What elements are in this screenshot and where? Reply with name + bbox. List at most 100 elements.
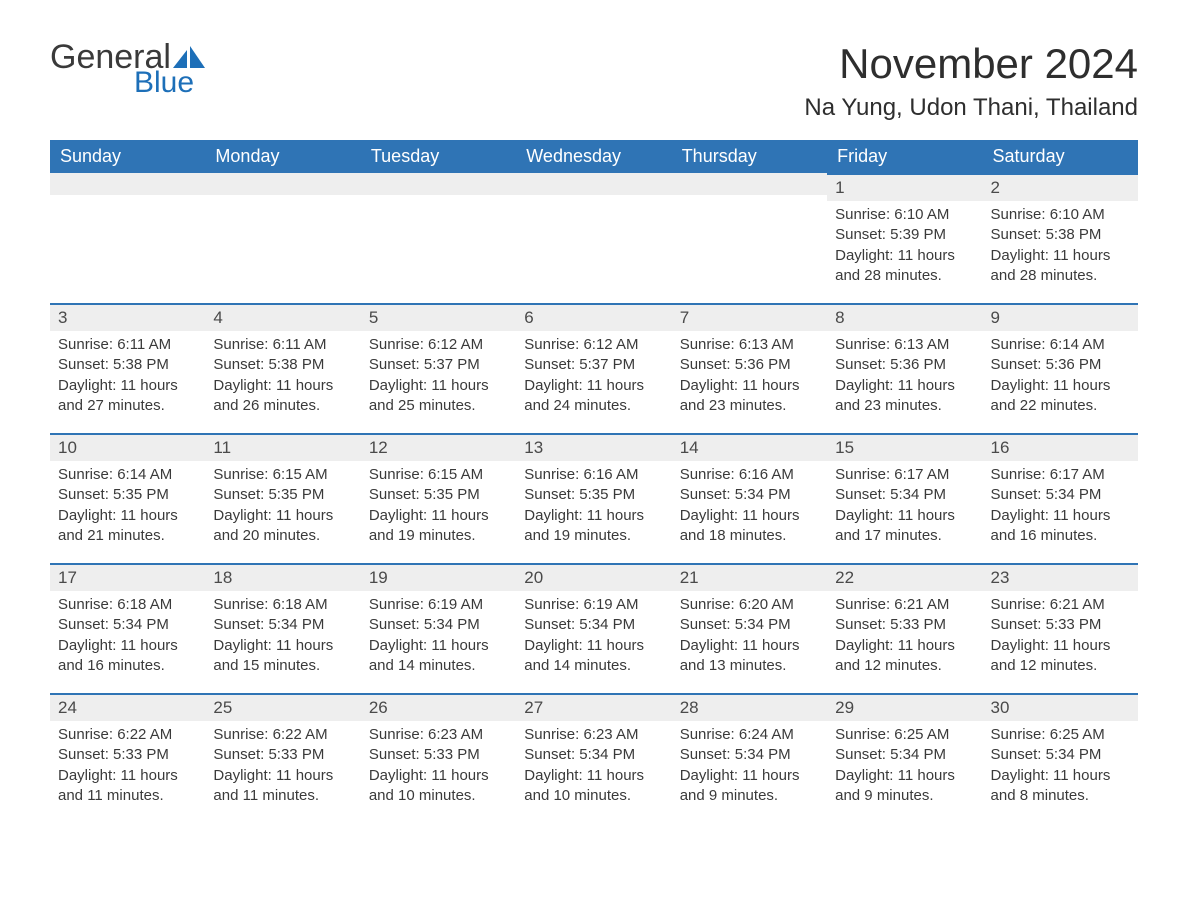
sunset-text: Sunset: 5:34 PM: [991, 485, 1130, 505]
daylight-text: Daylight: 11 hours and 8 minutes.: [991, 766, 1130, 807]
daylight-text: Daylight: 11 hours and 14 minutes.: [369, 636, 508, 677]
daylight-text: Daylight: 11 hours and 16 minutes.: [58, 636, 197, 677]
logo: General Blue: [50, 40, 205, 98]
day-details: Sunrise: 6:11 AMSunset: 5:38 PMDaylight:…: [50, 331, 205, 424]
daylight-text: Daylight: 11 hours and 12 minutes.: [991, 636, 1130, 677]
sunset-text: Sunset: 5:34 PM: [369, 615, 508, 635]
sunset-text: Sunset: 5:39 PM: [835, 225, 974, 245]
daylight-text: Daylight: 11 hours and 17 minutes.: [835, 506, 974, 547]
daylight-text: Daylight: 11 hours and 20 minutes.: [213, 506, 352, 547]
day-cell: 9Sunrise: 6:14 AMSunset: 5:36 PMDaylight…: [983, 303, 1138, 433]
day-cell: 3Sunrise: 6:11 AMSunset: 5:38 PMDaylight…: [50, 303, 205, 433]
day-number: 30: [983, 693, 1138, 721]
week-row: 17Sunrise: 6:18 AMSunset: 5:34 PMDayligh…: [50, 563, 1138, 693]
sunrise-text: Sunrise: 6:10 AM: [991, 205, 1130, 225]
sunset-text: Sunset: 5:33 PM: [213, 745, 352, 765]
calendar-table: SundayMondayTuesdayWednesdayThursdayFrid…: [50, 140, 1138, 823]
empty-day-bar: [516, 173, 671, 195]
sunset-text: Sunset: 5:37 PM: [369, 355, 508, 375]
day-details: Sunrise: 6:18 AMSunset: 5:34 PMDaylight:…: [205, 591, 360, 684]
sunrise-text: Sunrise: 6:12 AM: [369, 335, 508, 355]
sunrise-text: Sunrise: 6:18 AM: [58, 595, 197, 615]
header: General Blue November 2024 Na Yung, Udon…: [50, 40, 1138, 122]
day-details: Sunrise: 6:16 AMSunset: 5:35 PMDaylight:…: [516, 461, 671, 554]
day-cell: 23Sunrise: 6:21 AMSunset: 5:33 PMDayligh…: [983, 563, 1138, 693]
day-cell: 10Sunrise: 6:14 AMSunset: 5:35 PMDayligh…: [50, 433, 205, 563]
daylight-text: Daylight: 11 hours and 28 minutes.: [991, 246, 1130, 287]
day-number: 1: [827, 173, 982, 201]
daylight-text: Daylight: 11 hours and 22 minutes.: [991, 376, 1130, 417]
day-number: 17: [50, 563, 205, 591]
daylight-text: Daylight: 11 hours and 9 minutes.: [680, 766, 819, 807]
daylight-text: Daylight: 11 hours and 11 minutes.: [213, 766, 352, 807]
day-cell: 26Sunrise: 6:23 AMSunset: 5:33 PMDayligh…: [361, 693, 516, 823]
daylight-text: Daylight: 11 hours and 18 minutes.: [680, 506, 819, 547]
day-cell: 20Sunrise: 6:19 AMSunset: 5:34 PMDayligh…: [516, 563, 671, 693]
day-details: Sunrise: 6:12 AMSunset: 5:37 PMDaylight:…: [516, 331, 671, 424]
day-details: Sunrise: 6:14 AMSunset: 5:35 PMDaylight:…: [50, 461, 205, 554]
daylight-text: Daylight: 11 hours and 24 minutes.: [524, 376, 663, 417]
day-cell: 2Sunrise: 6:10 AMSunset: 5:38 PMDaylight…: [983, 173, 1138, 303]
daylight-text: Daylight: 11 hours and 26 minutes.: [213, 376, 352, 417]
empty-day-bar: [50, 173, 205, 195]
day-details: Sunrise: 6:24 AMSunset: 5:34 PMDaylight:…: [672, 721, 827, 814]
day-details: Sunrise: 6:23 AMSunset: 5:33 PMDaylight:…: [361, 721, 516, 814]
empty-cell: [672, 173, 827, 303]
day-number: 2: [983, 173, 1138, 201]
day-details: Sunrise: 6:19 AMSunset: 5:34 PMDaylight:…: [516, 591, 671, 684]
day-cell: 11Sunrise: 6:15 AMSunset: 5:35 PMDayligh…: [205, 433, 360, 563]
sunset-text: Sunset: 5:35 PM: [58, 485, 197, 505]
day-details: Sunrise: 6:17 AMSunset: 5:34 PMDaylight:…: [827, 461, 982, 554]
day-number: 22: [827, 563, 982, 591]
day-details: Sunrise: 6:10 AMSunset: 5:39 PMDaylight:…: [827, 201, 982, 294]
sunrise-text: Sunrise: 6:19 AM: [524, 595, 663, 615]
weekday-header: Sunday: [50, 140, 205, 173]
day-number: 4: [205, 303, 360, 331]
day-details: Sunrise: 6:16 AMSunset: 5:34 PMDaylight:…: [672, 461, 827, 554]
sunset-text: Sunset: 5:33 PM: [369, 745, 508, 765]
day-details: Sunrise: 6:12 AMSunset: 5:37 PMDaylight:…: [361, 331, 516, 424]
sunset-text: Sunset: 5:34 PM: [835, 745, 974, 765]
sunrise-text: Sunrise: 6:18 AM: [213, 595, 352, 615]
day-cell: 30Sunrise: 6:25 AMSunset: 5:34 PMDayligh…: [983, 693, 1138, 823]
day-cell: 1Sunrise: 6:10 AMSunset: 5:39 PMDaylight…: [827, 173, 982, 303]
day-cell: 18Sunrise: 6:18 AMSunset: 5:34 PMDayligh…: [205, 563, 360, 693]
sunrise-text: Sunrise: 6:17 AM: [991, 465, 1130, 485]
sunrise-text: Sunrise: 6:22 AM: [213, 725, 352, 745]
day-number: 24: [50, 693, 205, 721]
weekday-header: Thursday: [672, 140, 827, 173]
daylight-text: Daylight: 11 hours and 21 minutes.: [58, 506, 197, 547]
day-number: 19: [361, 563, 516, 591]
daylight-text: Daylight: 11 hours and 28 minutes.: [835, 246, 974, 287]
day-number: 28: [672, 693, 827, 721]
sunset-text: Sunset: 5:35 PM: [369, 485, 508, 505]
sunrise-text: Sunrise: 6:16 AM: [524, 465, 663, 485]
weekday-header-row: SundayMondayTuesdayWednesdayThursdayFrid…: [50, 140, 1138, 173]
day-cell: 4Sunrise: 6:11 AMSunset: 5:38 PMDaylight…: [205, 303, 360, 433]
week-row: 10Sunrise: 6:14 AMSunset: 5:35 PMDayligh…: [50, 433, 1138, 563]
day-details: Sunrise: 6:21 AMSunset: 5:33 PMDaylight:…: [827, 591, 982, 684]
daylight-text: Daylight: 11 hours and 15 minutes.: [213, 636, 352, 677]
empty-cell: [205, 173, 360, 303]
sunset-text: Sunset: 5:35 PM: [213, 485, 352, 505]
weekday-header: Monday: [205, 140, 360, 173]
weekday-header: Wednesday: [516, 140, 671, 173]
day-number: 12: [361, 433, 516, 461]
day-details: Sunrise: 6:17 AMSunset: 5:34 PMDaylight:…: [983, 461, 1138, 554]
sunset-text: Sunset: 5:34 PM: [58, 615, 197, 635]
logo-text-blue: Blue: [134, 68, 205, 98]
sunrise-text: Sunrise: 6:11 AM: [213, 335, 352, 355]
day-cell: 6Sunrise: 6:12 AMSunset: 5:37 PMDaylight…: [516, 303, 671, 433]
daylight-text: Daylight: 11 hours and 10 minutes.: [524, 766, 663, 807]
sunset-text: Sunset: 5:33 PM: [835, 615, 974, 635]
sunset-text: Sunset: 5:38 PM: [58, 355, 197, 375]
weekday-header: Saturday: [983, 140, 1138, 173]
daylight-text: Daylight: 11 hours and 19 minutes.: [369, 506, 508, 547]
day-details: Sunrise: 6:25 AMSunset: 5:34 PMDaylight:…: [983, 721, 1138, 814]
sunrise-text: Sunrise: 6:20 AM: [680, 595, 819, 615]
sunrise-text: Sunrise: 6:14 AM: [58, 465, 197, 485]
sunrise-text: Sunrise: 6:16 AM: [680, 465, 819, 485]
daylight-text: Daylight: 11 hours and 14 minutes.: [524, 636, 663, 677]
day-cell: 17 Sunrise: 6:18 AMSunset: 5:34 PMDayligh…: [50, 563, 205, 693]
day-number: 25: [205, 693, 360, 721]
